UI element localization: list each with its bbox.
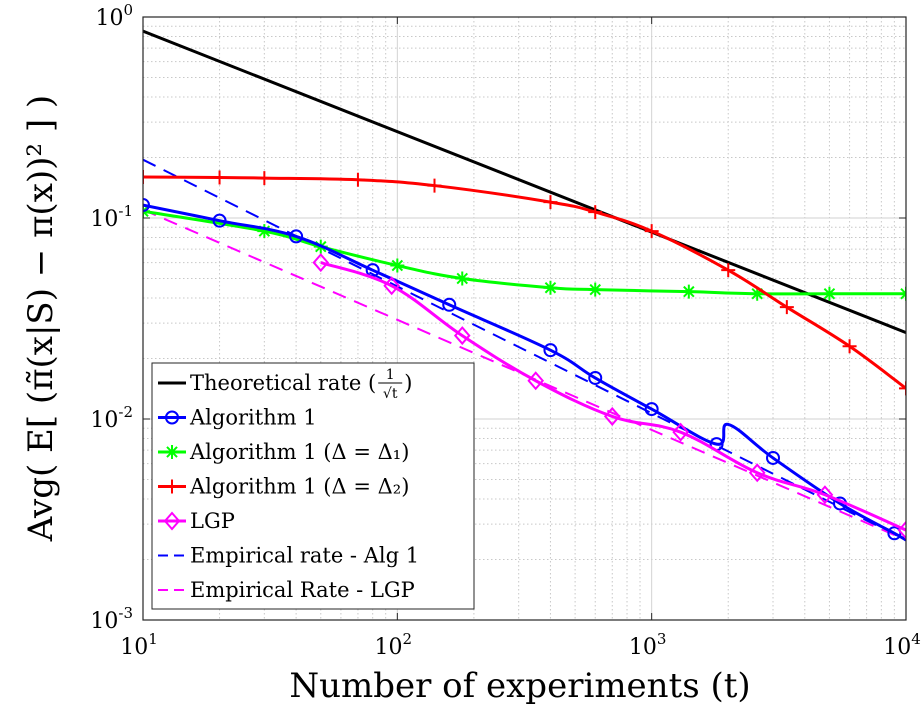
data-point-marker	[672, 422, 689, 442]
series-theoretical-rate-1-t	[143, 29, 906, 335]
legend-fraction-denominator: √t	[383, 386, 398, 402]
legend-label: Algorithm 1 (Δ = Δ₁)	[189, 440, 409, 464]
data-point-marker	[588, 370, 603, 385]
data-point-marker	[257, 171, 272, 186]
legend-fraction-numerator: 1	[386, 367, 395, 383]
x-axis-title: Number of experiments (t)	[289, 666, 750, 706]
legend-item: Empirical Rate - LGP	[158, 578, 415, 602]
legend-label: Theoretical rate (	[190, 371, 376, 395]
data-point-marker	[212, 170, 227, 185]
data-point-marker	[289, 229, 304, 244]
data-point-marker	[887, 526, 902, 541]
legend-label: Empirical rate - Alg 1	[190, 544, 419, 568]
data-point-marker	[527, 371, 545, 391]
y-tick-label: 10-1	[90, 202, 133, 232]
legend-item: Empirical rate - Alg 1	[158, 544, 419, 568]
axis-layer: 101 102 103 104 10-3 10-2 10-1 100	[90, 1, 920, 660]
series-line	[143, 209, 906, 296]
legend-item: Theoretical rate ( 1 √t)	[158, 367, 412, 402]
data-point-marker	[383, 276, 400, 296]
data-point-marker	[588, 282, 603, 297]
data-point-marker	[543, 280, 558, 295]
legend-swatch-marker	[165, 445, 179, 459]
series-line	[143, 158, 906, 541]
legend-item: Algorithm 1 (Δ = Δ₁)	[158, 440, 409, 464]
data-point-marker	[212, 213, 227, 228]
series-line	[143, 29, 906, 335]
legend-swatch-marker	[165, 410, 179, 425]
legend-label: LGP	[190, 509, 235, 533]
data-point-marker	[143, 169, 150, 184]
data-point-marker	[779, 300, 794, 315]
series-layer	[143, 29, 906, 542]
y-tick-label: 10-3	[90, 604, 133, 634]
legend: Theoretical rate ( 1 √t) Algorithm 1 Algorit…	[151, 362, 475, 610]
legend-item: LGP	[158, 509, 235, 533]
data-point-marker	[816, 485, 834, 505]
series-algorithm-1	[143, 169, 906, 396]
series-algorithm-1	[143, 204, 906, 301]
data-point-marker	[442, 297, 457, 312]
data-point-marker	[543, 195, 558, 210]
series-line	[320, 261, 906, 532]
legend-item: Algorithm 1 (Δ = Δ₂)	[158, 475, 409, 499]
data-point-marker	[455, 271, 470, 286]
legend-label: Algorithm 1 (Δ = Δ₂)	[189, 475, 409, 499]
data-point-marker	[543, 343, 558, 358]
data-point-marker	[822, 286, 837, 301]
data-point-marker	[312, 253, 330, 273]
y-tick-label: 10-2	[90, 403, 133, 433]
series-empirical-rate-alg-1	[143, 158, 906, 541]
data-point-marker	[721, 263, 736, 278]
data-point-marker	[350, 172, 365, 187]
data-point-marker	[681, 284, 696, 299]
data-point-marker	[257, 224, 272, 239]
legend-label: Empirical Rate - LGP	[190, 578, 415, 602]
x-tick-label: 104	[883, 630, 921, 660]
data-point-marker	[390, 258, 405, 273]
data-point-marker	[427, 178, 442, 193]
y-tick-label: 100	[95, 1, 133, 31]
x-tick-label: 103	[629, 630, 667, 660]
legend-box	[151, 362, 475, 610]
legend-item: Algorithm 1	[158, 406, 317, 430]
x-tick-label: 101	[120, 630, 158, 660]
legend-swatch-marker	[165, 479, 179, 494]
data-point-marker	[644, 402, 659, 417]
data-point-marker	[603, 406, 621, 426]
legend-label: Algorithm 1	[189, 406, 317, 430]
data-point-marker	[899, 381, 906, 396]
data-point-marker	[750, 286, 765, 301]
data-point-marker	[748, 463, 766, 483]
x-tick-label: 102	[375, 630, 413, 660]
data-point-marker	[897, 520, 906, 540]
data-point-marker	[588, 205, 603, 220]
data-point-marker	[644, 224, 659, 239]
series-lgp	[312, 253, 906, 540]
data-point-marker	[842, 339, 857, 354]
data-point-marker	[766, 450, 781, 465]
legend-label-tail: )	[404, 371, 412, 395]
plot-frame	[142, 16, 907, 621]
legend-swatch-marker	[163, 511, 181, 531]
y-axis-title: Avg( E[ (π̃(x|S) − π(x))² ] )	[21, 95, 61, 542]
series-line	[143, 175, 906, 390]
data-point-marker	[453, 326, 471, 346]
data-point-marker	[143, 198, 150, 213]
